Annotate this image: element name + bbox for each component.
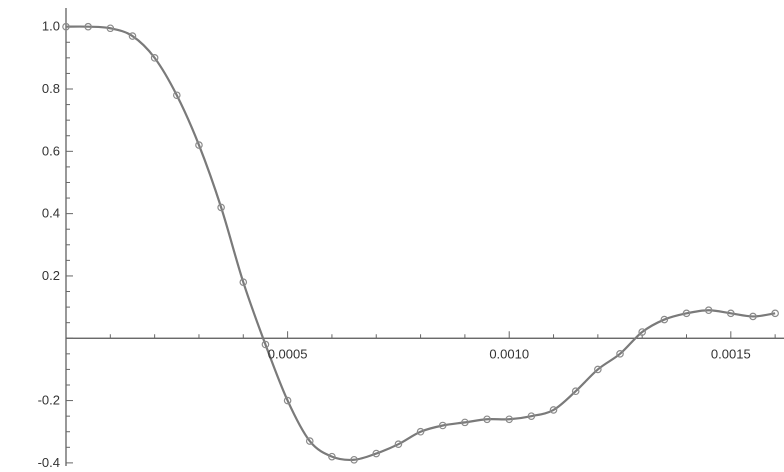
data-point-marker	[239, 278, 248, 286]
data-point-marker	[283, 396, 292, 405]
y-tick-label: 0.8	[42, 81, 60, 96]
tick-labels: 1.0 0.8 0.6 0.4 0.2 -0.2 -0.4 0.0005 0.0010 0.001…	[38, 19, 751, 470]
data-point-marker	[483, 415, 491, 424]
axes	[65, 8, 784, 466]
data-point-marker	[660, 315, 669, 324]
data-point-marker	[638, 328, 646, 336]
y-tick-label: 1.0	[42, 19, 60, 34]
data-point-marker	[173, 91, 181, 100]
x-tick-label: 0.0015	[711, 346, 751, 361]
data-point-marker	[594, 365, 602, 374]
data-point-marker	[527, 412, 536, 420]
data-point-marker	[682, 309, 691, 318]
data-point-marker	[749, 312, 757, 321]
data-point-marker	[195, 141, 203, 149]
y-tick-label: -0.2	[38, 393, 60, 408]
data-point-marker	[62, 22, 70, 31]
data-point-marker	[84, 22, 92, 31]
data-point-marker	[461, 418, 469, 427]
data-point-marker	[106, 24, 115, 33]
data-point-marker	[305, 437, 314, 445]
data-point-marker	[616, 350, 624, 358]
data-point-marker	[150, 54, 159, 62]
data-point-marker	[505, 415, 514, 424]
data-point-marker	[128, 32, 137, 40]
series-layer	[62, 22, 779, 464]
data-point-marker	[704, 306, 713, 315]
data-point-marker	[549, 406, 558, 414]
data-point-marker	[571, 387, 580, 396]
y-tick-label: 0.6	[42, 143, 60, 158]
data-point-marker	[771, 309, 779, 318]
data-point-marker	[217, 203, 225, 212]
data-point-marker	[372, 449, 381, 458]
data-point-marker	[394, 440, 403, 448]
data-point-marker	[328, 452, 336, 461]
data-point-marker	[416, 427, 425, 436]
y-tick-label: 0.2	[42, 268, 60, 283]
data-point-marker	[350, 455, 358, 464]
data-point-marker	[261, 340, 270, 349]
data-point-marker	[438, 421, 447, 430]
x-tick-label: 0.0005	[268, 346, 308, 361]
y-tick-label: -0.4	[38, 455, 60, 470]
y-tick-label: 0.4	[42, 206, 60, 221]
series-line	[65, 25, 776, 462]
data-point-marker	[727, 309, 735, 318]
x-tick-label: 0.0010	[489, 346, 529, 361]
